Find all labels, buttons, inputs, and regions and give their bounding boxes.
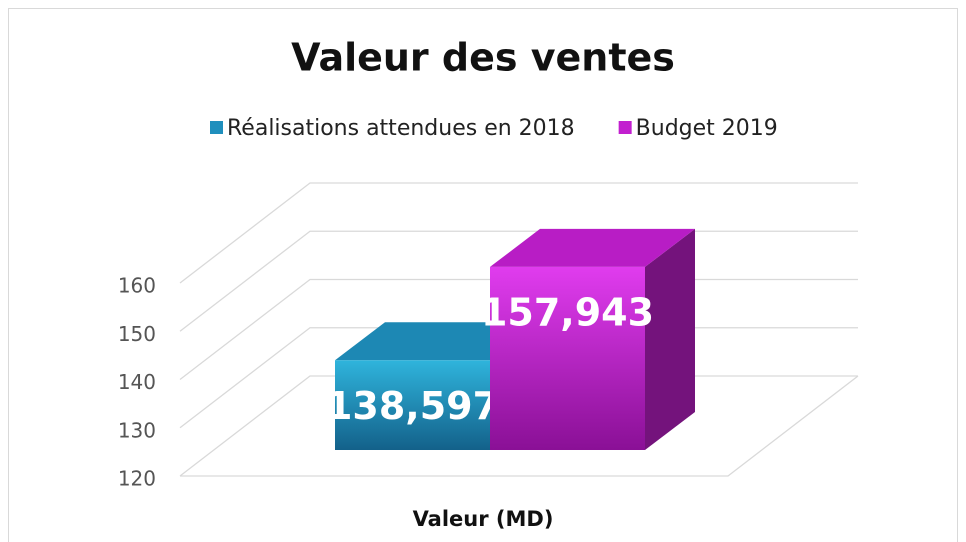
bar-top xyxy=(335,322,540,361)
data-label: 157,943 xyxy=(481,290,654,334)
y-tick-label: 150 xyxy=(118,322,156,346)
legend-swatch xyxy=(618,121,632,134)
bar-top xyxy=(490,228,695,267)
bar xyxy=(335,360,490,450)
y-tick-label: 140 xyxy=(118,370,156,394)
chart-border xyxy=(8,8,958,542)
chart-title: Valeur des ventes xyxy=(291,36,675,80)
legend-swatch xyxy=(210,121,223,134)
x-axis-label: Valeur (MD) xyxy=(413,507,554,531)
legend-label: Réalisations attendues en 2018 xyxy=(227,116,575,141)
floor xyxy=(180,375,859,477)
y-tick-label: 130 xyxy=(118,418,156,442)
bar xyxy=(490,266,645,450)
grid-line xyxy=(179,182,858,284)
bar-side xyxy=(645,228,695,450)
y-tick-label: 160 xyxy=(118,274,156,298)
data-label: 138,597 xyxy=(326,384,499,428)
y-tick-label: 120 xyxy=(118,467,156,491)
legend-label: Budget 2019 xyxy=(636,116,778,141)
